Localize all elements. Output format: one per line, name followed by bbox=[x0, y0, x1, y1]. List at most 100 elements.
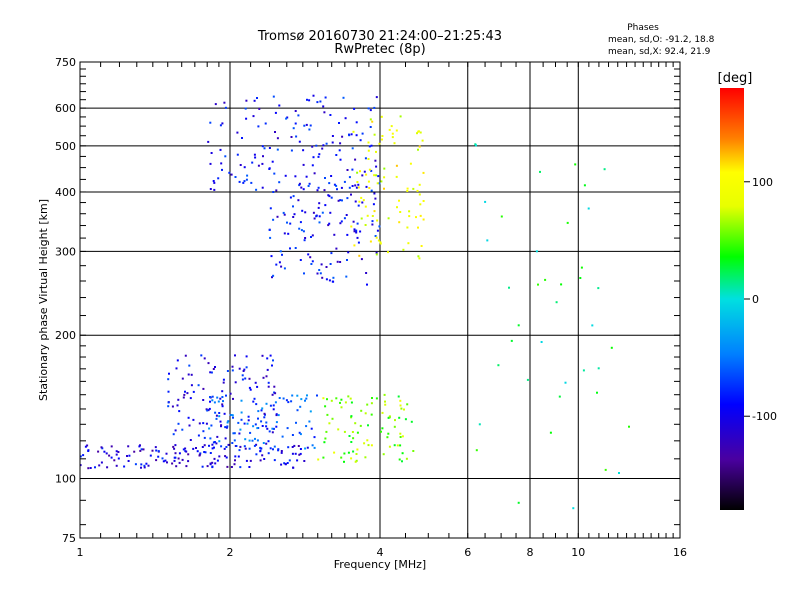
echo-point bbox=[239, 445, 242, 448]
echo-point bbox=[187, 453, 190, 456]
echo-point bbox=[231, 414, 234, 417]
echo-point bbox=[350, 401, 353, 404]
echo-point bbox=[147, 464, 150, 467]
echo-point bbox=[272, 408, 275, 411]
echo-point bbox=[227, 443, 230, 446]
echo-point bbox=[355, 134, 358, 137]
echo-point bbox=[273, 385, 276, 388]
y-tick-label: 100 bbox=[55, 473, 76, 486]
echo-point bbox=[89, 467, 92, 469]
echo-point bbox=[415, 216, 417, 219]
echo-point bbox=[350, 441, 353, 443]
echo-point bbox=[375, 174, 378, 177]
echo-point bbox=[326, 413, 329, 416]
echo-point bbox=[248, 386, 251, 389]
echo-point bbox=[367, 158, 370, 160]
echo-point bbox=[354, 422, 357, 425]
echo-point bbox=[201, 446, 204, 448]
echo-point bbox=[333, 451, 336, 454]
echo-point bbox=[375, 165, 378, 168]
echo-point bbox=[157, 450, 160, 453]
echo-point bbox=[353, 107, 356, 110]
echo-point bbox=[245, 178, 248, 181]
echo-point bbox=[376, 182, 379, 185]
echo-point bbox=[294, 247, 297, 249]
echo-point bbox=[265, 402, 268, 405]
echo-point bbox=[322, 397, 325, 400]
echo-point bbox=[373, 133, 376, 136]
echo-point bbox=[97, 450, 100, 453]
echo-point bbox=[241, 374, 244, 377]
echo-point bbox=[283, 213, 286, 216]
y-tick-label: 200 bbox=[55, 329, 76, 342]
echo-point bbox=[587, 207, 590, 210]
echo-point bbox=[246, 174, 249, 177]
echo-point bbox=[374, 159, 377, 162]
echo-point bbox=[316, 272, 319, 275]
echo-point bbox=[209, 121, 212, 124]
echo-point bbox=[185, 465, 188, 468]
echo-point bbox=[271, 160, 274, 163]
echo-point bbox=[100, 446, 103, 449]
echo-point bbox=[243, 368, 246, 371]
echo-point bbox=[190, 384, 193, 387]
echo-point bbox=[298, 140, 301, 143]
echo-point bbox=[387, 217, 390, 220]
echo-point bbox=[399, 444, 402, 447]
echo-point bbox=[359, 424, 362, 427]
echo-point bbox=[252, 400, 255, 403]
echo-point bbox=[140, 463, 143, 466]
echo-point bbox=[323, 189, 326, 192]
echo-point bbox=[325, 430, 328, 433]
echo-point bbox=[272, 274, 275, 277]
data-points bbox=[79, 94, 630, 510]
echo-point bbox=[582, 369, 585, 372]
echo-point bbox=[273, 445, 276, 448]
echo-point bbox=[333, 233, 336, 236]
echo-point bbox=[280, 265, 283, 268]
echo-point bbox=[350, 133, 353, 136]
echo-point bbox=[369, 109, 372, 112]
echo-point bbox=[110, 445, 113, 448]
echo-point bbox=[356, 448, 359, 451]
echo-point bbox=[241, 137, 243, 139]
echo-point bbox=[226, 370, 229, 372]
echo-point bbox=[368, 145, 371, 148]
echo-point bbox=[211, 443, 214, 446]
echo-point bbox=[315, 215, 318, 218]
echo-point bbox=[264, 122, 267, 125]
x-tick-label: 6 bbox=[464, 546, 471, 559]
echo-point bbox=[240, 399, 243, 402]
echo-point bbox=[375, 251, 378, 254]
echo-point bbox=[355, 229, 358, 232]
echo-point bbox=[87, 467, 90, 470]
echo-point bbox=[224, 437, 227, 440]
echo-point bbox=[209, 188, 212, 190]
echo-point bbox=[214, 103, 217, 106]
echo-point bbox=[203, 357, 206, 360]
echo-point bbox=[261, 145, 264, 148]
echo-point bbox=[579, 277, 582, 279]
echo-point bbox=[383, 187, 385, 190]
echo-point bbox=[236, 153, 239, 156]
echo-point bbox=[105, 452, 108, 455]
echo-point bbox=[410, 420, 413, 423]
echo-point bbox=[418, 257, 421, 260]
echo-point bbox=[374, 197, 377, 200]
echo-point bbox=[325, 278, 328, 281]
echo-point bbox=[355, 453, 358, 455]
echo-point bbox=[250, 181, 253, 184]
echo-point bbox=[381, 138, 383, 141]
echo-point bbox=[388, 445, 391, 448]
echo-point bbox=[253, 397, 256, 400]
echo-point bbox=[350, 415, 353, 418]
echo-point bbox=[337, 428, 340, 431]
echo-point bbox=[274, 131, 276, 133]
echo-point bbox=[247, 415, 250, 418]
echo-point bbox=[285, 117, 288, 120]
echo-point bbox=[226, 421, 229, 424]
echo-point bbox=[597, 287, 600, 290]
echo-point bbox=[292, 195, 295, 198]
echo-point bbox=[220, 162, 223, 165]
echo-point bbox=[610, 346, 613, 349]
